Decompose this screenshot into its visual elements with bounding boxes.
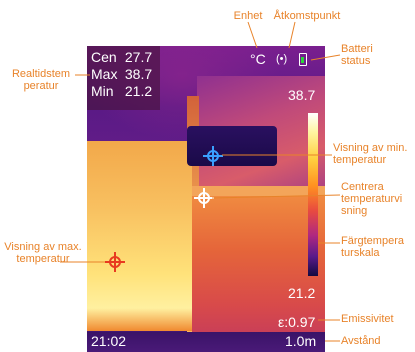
realtime-temperature-readout: Cen 27.7 Max 38.7 Min 21.2 — [87, 46, 160, 110]
wifi-icon: (•) — [276, 53, 288, 65]
readout-value: 27.7 — [124, 49, 153, 65]
readout-row-center: Cen 27.7 — [91, 49, 156, 66]
callout-min-temp: Visning av min. temperatur — [333, 142, 408, 166]
scale-min-value: 21.2 — [288, 285, 316, 301]
distance-value: 1.0m — [285, 333, 317, 349]
hot-panel-region — [87, 141, 192, 331]
thermal-image-screen: Cen 27.7 Max 38.7 Min 21.2 °C (•) 38.7 2… — [87, 46, 325, 352]
readout-value: 21.2 — [124, 83, 153, 99]
readout-label: Max — [91, 66, 118, 82]
scale-max-value: 38.7 — [288, 87, 316, 103]
readout-row-min: Min 21.2 — [91, 83, 156, 100]
callout-color-scale: Färgtempera turskala — [341, 235, 404, 259]
readout-label: Min — [91, 83, 114, 99]
callout-distance: Avstånd — [341, 335, 381, 347]
temperature-unit: °C — [250, 51, 266, 67]
cold-gap-region — [187, 126, 277, 166]
callout-max-temp: Visning av max. temperatur — [4, 241, 82, 265]
callout-battery: Batteri status — [341, 43, 373, 67]
warm-box-region — [192, 196, 325, 352]
battery-icon — [299, 53, 307, 66]
floor-region — [87, 332, 325, 352]
min-temperature-crosshair-icon — [203, 146, 223, 166]
color-temperature-scale — [308, 113, 318, 276]
readout-label: Cen — [91, 49, 117, 65]
callout-access-point: Åtkomstpunkt — [273, 10, 341, 22]
readout-row-max: Max 38.7 — [91, 66, 156, 83]
readout-value: 38.7 — [124, 66, 153, 82]
max-temperature-crosshair-icon — [105, 252, 125, 272]
center-temperature-crosshair-icon — [194, 188, 214, 208]
clock-time: 21:02 — [91, 333, 127, 349]
callout-realtime: Realtidstem peratur — [11, 68, 71, 92]
callout-unit: Enhet — [233, 10, 263, 22]
emissivity-value: ε:0.97 — [278, 314, 316, 330]
callout-center-temp: Centrera temperaturvi sning — [341, 181, 403, 217]
callout-emissivity: Emissivitet — [341, 313, 394, 325]
